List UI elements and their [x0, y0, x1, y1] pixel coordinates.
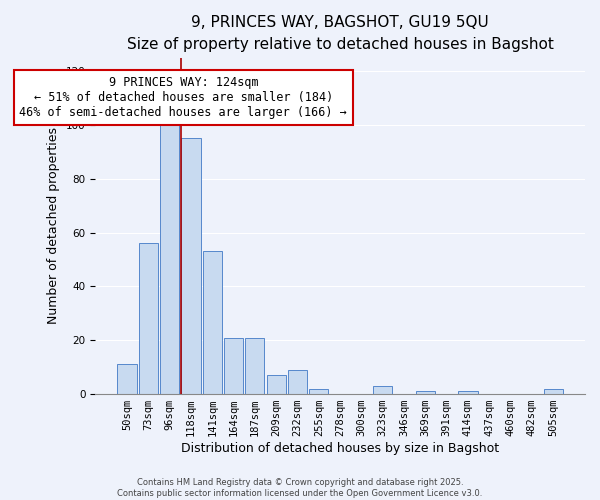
Bar	[373, 386, 392, 394]
Bar	[288, 370, 307, 394]
Bar	[309, 388, 328, 394]
Bar	[266, 375, 286, 394]
Bar	[203, 252, 222, 394]
Bar	[224, 338, 243, 394]
Bar	[160, 122, 179, 394]
Bar	[118, 364, 137, 394]
Text: 9 PRINCES WAY: 124sqm
← 51% of detached houses are smaller (184)
46% of semi-det: 9 PRINCES WAY: 124sqm ← 51% of detached …	[19, 76, 347, 119]
Bar	[458, 392, 478, 394]
Bar	[245, 338, 265, 394]
Bar	[544, 388, 563, 394]
X-axis label: Distribution of detached houses by size in Bagshot: Distribution of detached houses by size …	[181, 442, 499, 455]
Y-axis label: Number of detached properties: Number of detached properties	[47, 128, 60, 324]
Text: Contains HM Land Registry data © Crown copyright and database right 2025.
Contai: Contains HM Land Registry data © Crown c…	[118, 478, 482, 498]
Bar	[416, 392, 435, 394]
Bar	[181, 138, 200, 394]
Bar	[139, 244, 158, 394]
Title: 9, PRINCES WAY, BAGSHOT, GU19 5QU
Size of property relative to detached houses i: 9, PRINCES WAY, BAGSHOT, GU19 5QU Size o…	[127, 15, 554, 52]
